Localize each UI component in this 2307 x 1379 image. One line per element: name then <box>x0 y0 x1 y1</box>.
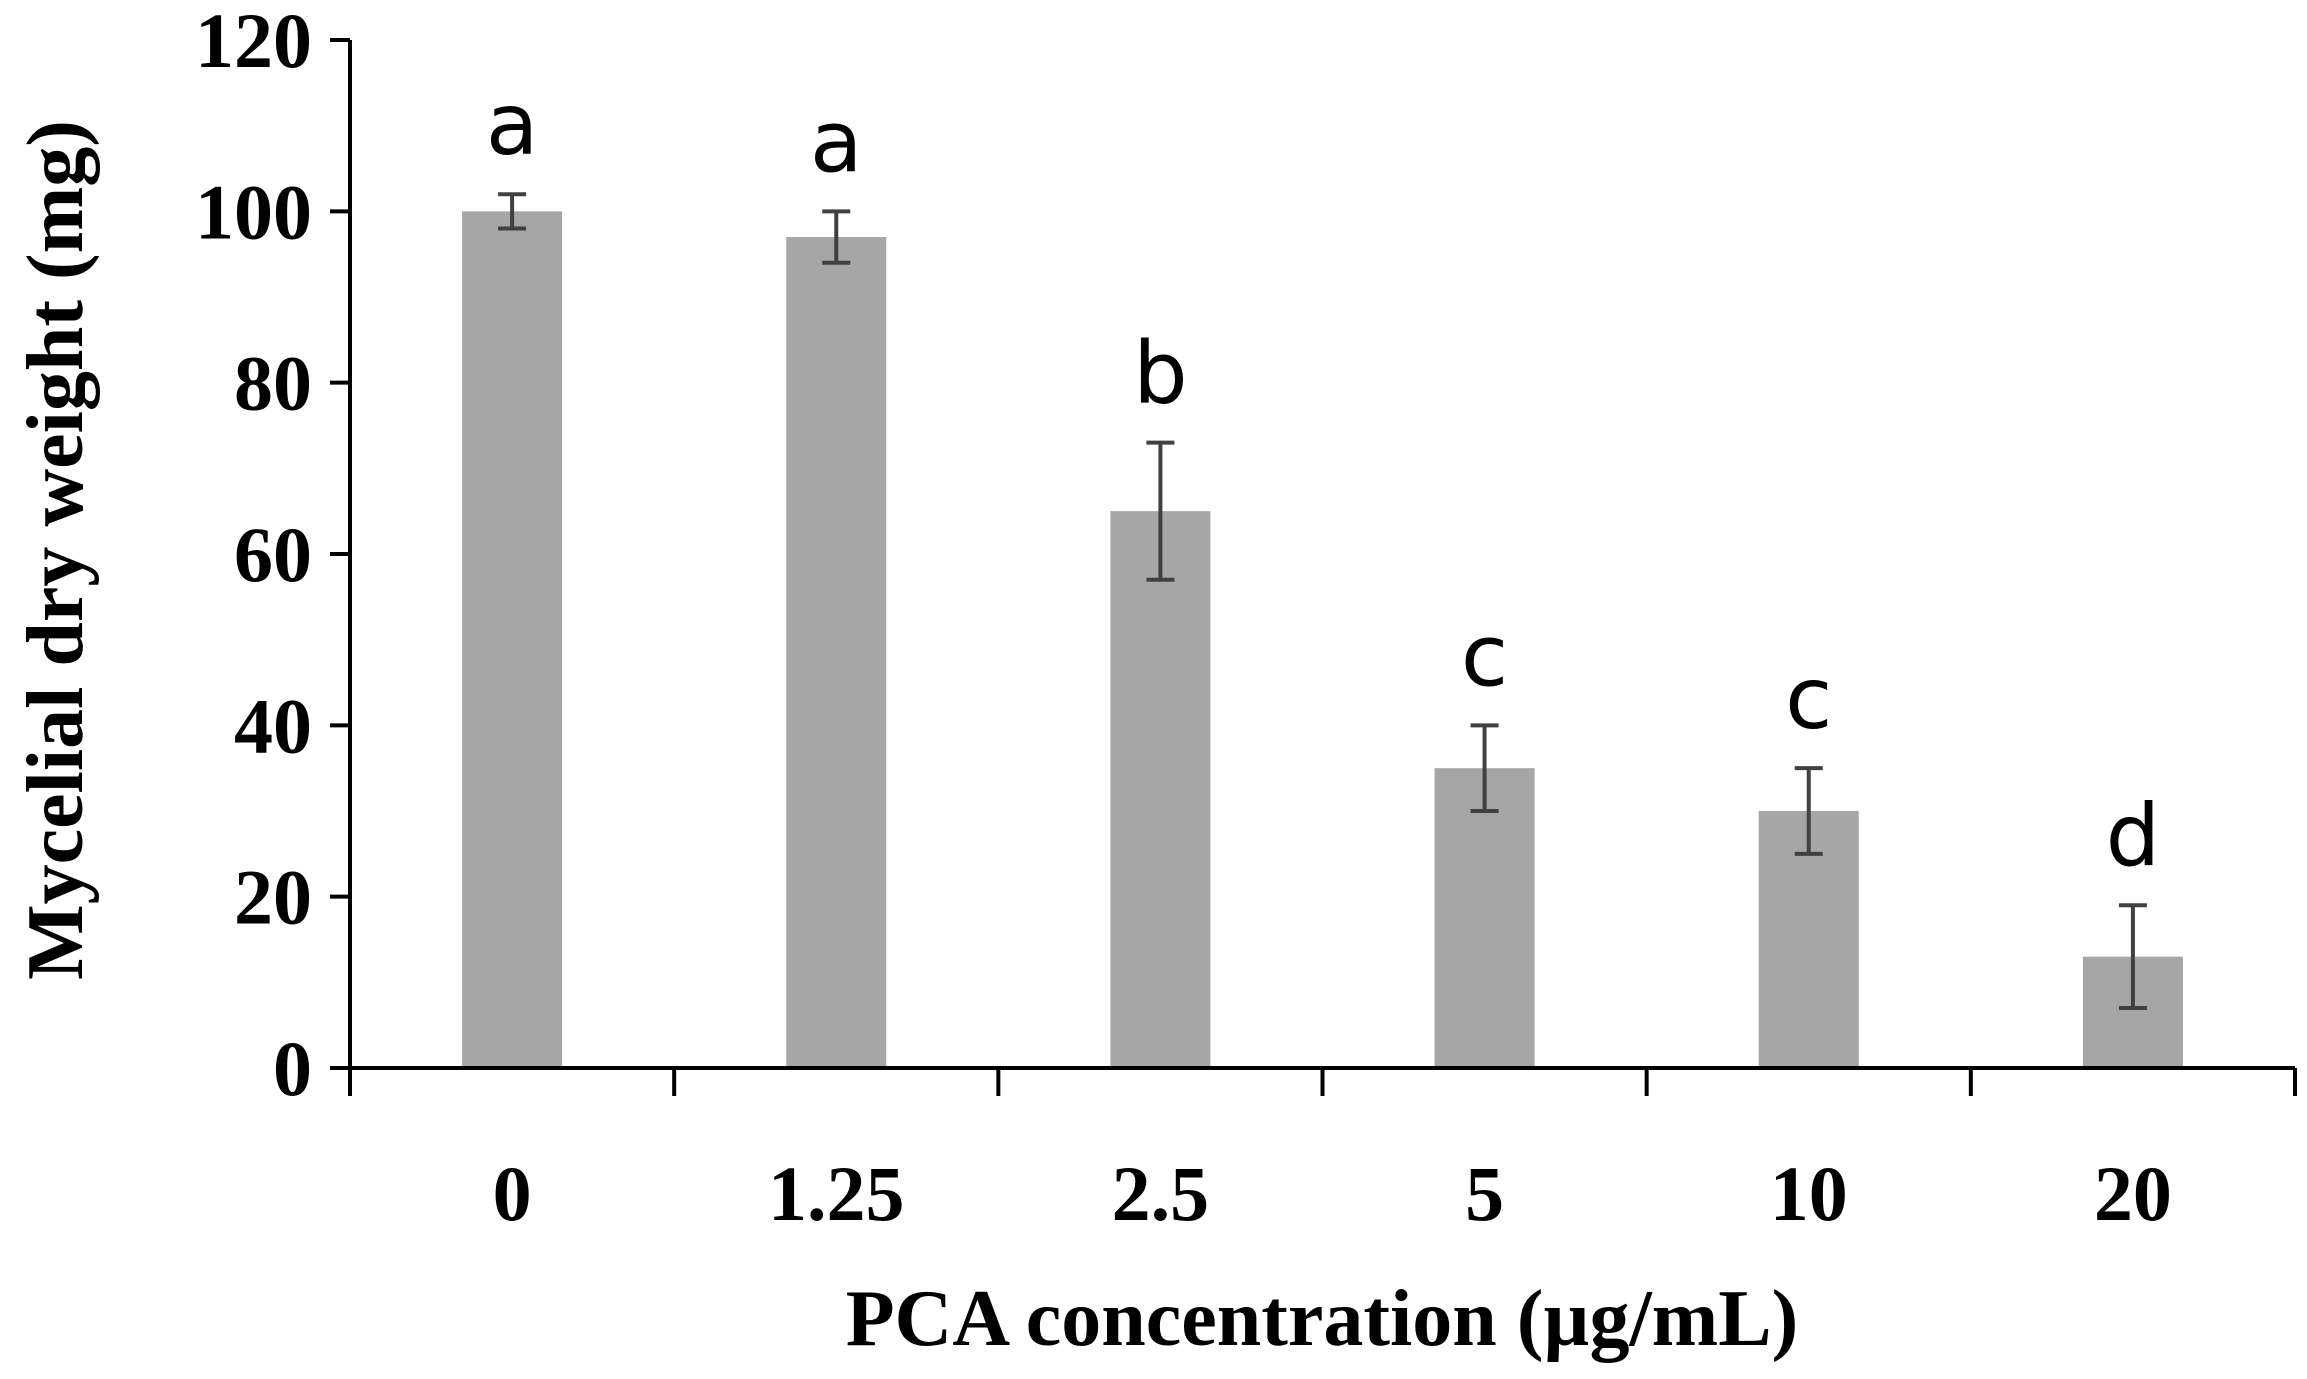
y-tick-label: 100 <box>195 168 312 255</box>
error-bars <box>498 192 2147 1011</box>
y-tick-label: 0 <box>273 1025 312 1112</box>
y-tick-label: 60 <box>234 511 312 598</box>
x-axis-ticks: 0 1.25 2.5 5 10 20 <box>348 1068 2297 1237</box>
error-bar <box>498 192 527 231</box>
y-tick-label: 80 <box>234 340 312 427</box>
significance-letter: d <box>2106 786 2161 886</box>
error-bar <box>1470 723 1499 813</box>
significance-letter: b <box>1133 324 1188 424</box>
bars <box>462 211 2183 1069</box>
significance-letter: c <box>1785 649 1832 749</box>
y-tick-label: 20 <box>234 854 312 941</box>
y-tick-label: 40 <box>234 682 312 769</box>
x-tick-label: 0 <box>493 1150 532 1237</box>
y-axis-title: Mycelial dry weight (mg) <box>12 120 100 980</box>
error-bar <box>2118 903 2147 1011</box>
significance-letter: a <box>810 92 863 192</box>
bar <box>1110 511 1211 1069</box>
x-tick-label: 1.25 <box>768 1150 905 1237</box>
error-bar <box>822 209 851 265</box>
y-axis-ticks: 0 20 40 60 80 100 120 <box>195 0 350 1112</box>
x-tick-label: 20 <box>2094 1150 2172 1237</box>
x-tick-label: 2.5 <box>1112 1150 1210 1237</box>
significance-letter: c <box>1461 606 1508 706</box>
bar <box>1434 768 1535 1068</box>
significance-letters: a a b c c d <box>486 75 2160 886</box>
bar <box>462 211 563 1069</box>
x-tick-label: 5 <box>1465 1150 1504 1237</box>
error-bar <box>1146 440 1175 582</box>
y-tick-label: 120 <box>195 0 312 84</box>
x-tick-label: 10 <box>1770 1150 1848 1237</box>
error-bar <box>1794 766 1823 856</box>
x-axis-title: PCA concentration (µg/mL) <box>846 1275 1799 1363</box>
bar <box>786 237 887 1069</box>
significance-letter: a <box>486 75 539 175</box>
